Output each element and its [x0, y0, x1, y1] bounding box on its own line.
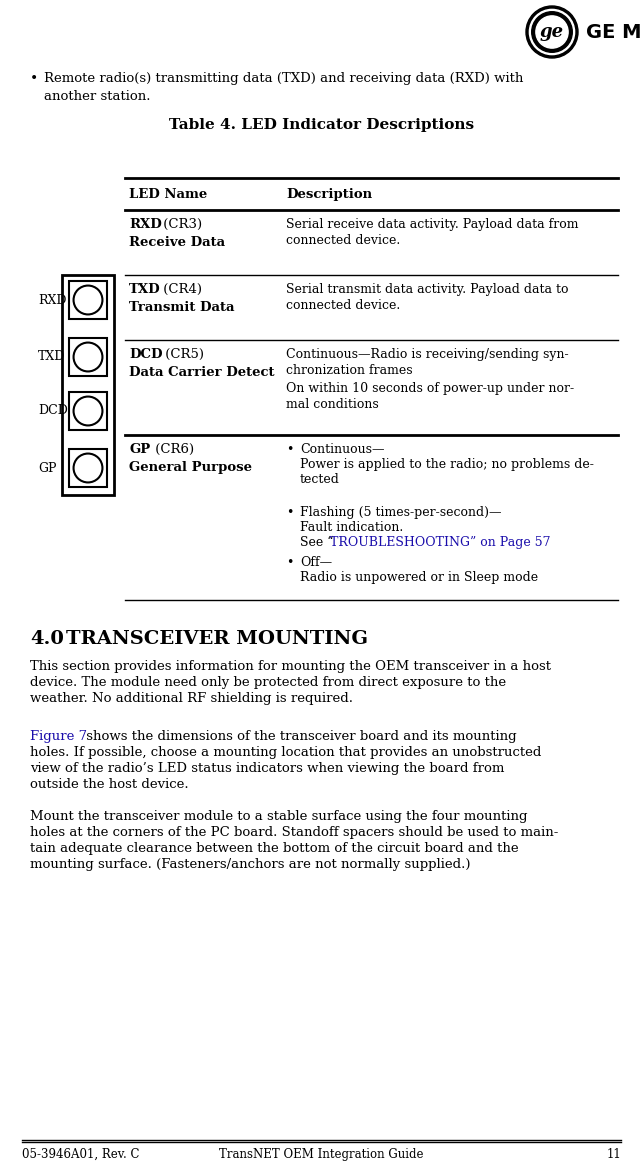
Text: TRANSCEIVER MOUNTING: TRANSCEIVER MOUNTING: [66, 630, 368, 647]
Text: LED Name: LED Name: [129, 188, 207, 201]
Text: Transmit Data: Transmit Data: [129, 301, 235, 314]
Text: Receive Data: Receive Data: [129, 236, 225, 249]
Text: This section provides information for mounting the OEM transceiver in a host: This section provides information for mo…: [30, 660, 551, 673]
Text: (CR4): (CR4): [159, 283, 202, 296]
Text: (CR3): (CR3): [159, 218, 202, 231]
Text: GP: GP: [38, 461, 57, 475]
Text: RXD: RXD: [129, 218, 162, 231]
Bar: [69, 392, 107, 430]
Circle shape: [526, 6, 578, 57]
Text: See “: See “: [300, 536, 334, 549]
Text: device. The module need only be protected from direct exposure to the: device. The module need only be protecte…: [30, 676, 506, 689]
Text: mounting surface. (Fasteners/anchors are not normally supplied.): mounting surface. (Fasteners/anchors are…: [30, 857, 471, 872]
Text: Flashing (5 times-per-second)—: Flashing (5 times-per-second)—: [300, 506, 502, 518]
Text: General Purpose: General Purpose: [129, 461, 252, 474]
Text: weather. No additional RF shielding is required.: weather. No additional RF shielding is r…: [30, 692, 353, 705]
Text: Description: Description: [286, 188, 372, 201]
Text: Serial receive data activity. Payload data from: Serial receive data activity. Payload da…: [286, 218, 579, 231]
Text: holes at the corners of the PC board. Standoff spacers should be used to main-: holes at the corners of the PC board. St…: [30, 826, 558, 839]
Text: tain adequate clearance between the bottom of the circuit board and the: tain adequate clearance between the bott…: [30, 842, 519, 855]
Text: Power is applied to the radio; no problems de-: Power is applied to the radio; no proble…: [300, 457, 594, 472]
Bar: [69, 338, 107, 377]
Text: holes. If possible, choose a mounting location that provides an unobstructed: holes. If possible, choose a mounting lo…: [30, 746, 541, 759]
Text: •: •: [30, 72, 38, 86]
Text: 4.0: 4.0: [30, 630, 64, 647]
Text: mal conditions: mal conditions: [286, 398, 379, 411]
Text: Serial transmit data activity. Payload data to: Serial transmit data activity. Payload d…: [286, 283, 568, 296]
Text: GE MDS: GE MDS: [586, 22, 643, 41]
Circle shape: [536, 16, 568, 48]
Text: TransNET OEM Integration Guide: TransNET OEM Integration Guide: [219, 1148, 424, 1161]
Text: DCD: DCD: [129, 348, 163, 361]
Circle shape: [532, 12, 572, 53]
Bar: [69, 282, 107, 319]
Text: •: •: [286, 556, 293, 569]
Text: chronization frames: chronization frames: [286, 364, 413, 377]
Text: (CR5): (CR5): [161, 348, 204, 361]
Text: shows the dimensions of the transceiver board and its mounting: shows the dimensions of the transceiver …: [82, 730, 516, 743]
Text: Remote radio(s) transmitting data (TXD) and receiving data (RXD) with: Remote radio(s) transmitting data (TXD) …: [44, 72, 523, 84]
Text: view of the radio’s LED status indicators when viewing the board from: view of the radio’s LED status indicator…: [30, 762, 504, 775]
Text: Table 4. LED Indicator Descriptions: Table 4. LED Indicator Descriptions: [169, 118, 474, 133]
Text: Mount the transceiver module to a stable surface using the four mounting: Mount the transceiver module to a stable…: [30, 811, 527, 823]
Text: Continuous—: Continuous—: [300, 443, 385, 456]
Bar: [69, 449, 107, 487]
Text: 11: 11: [606, 1148, 621, 1161]
Text: TROUBLESHOOTING” on Page 57: TROUBLESHOOTING” on Page 57: [330, 536, 550, 549]
Text: 05-3946A01, Rev. C: 05-3946A01, Rev. C: [22, 1148, 140, 1161]
Text: TXD: TXD: [38, 351, 66, 364]
Text: (CR6): (CR6): [151, 443, 194, 456]
Text: outside the host device.: outside the host device.: [30, 778, 188, 791]
Text: Data Carrier Detect: Data Carrier Detect: [129, 366, 275, 379]
Text: Continuous—Radio is receiving/sending syn-: Continuous—Radio is receiving/sending sy…: [286, 348, 568, 361]
Text: •: •: [286, 506, 293, 518]
Text: connected device.: connected device.: [286, 233, 400, 248]
Text: •: •: [286, 443, 293, 456]
Text: RXD: RXD: [38, 293, 66, 306]
Text: Radio is unpowered or in Sleep mode: Radio is unpowered or in Sleep mode: [300, 571, 538, 584]
Text: On within 10 seconds of power-up under nor-: On within 10 seconds of power-up under n…: [286, 382, 574, 395]
Text: Fault indication.: Fault indication.: [300, 521, 403, 534]
Text: another station.: another station.: [44, 90, 150, 103]
Circle shape: [529, 9, 575, 55]
Text: connected device.: connected device.: [286, 299, 400, 312]
Bar: [62, 274, 114, 495]
Text: GP: GP: [129, 443, 150, 456]
Text: TXD: TXD: [129, 283, 161, 296]
Text: Off—: Off—: [300, 556, 332, 569]
Text: Figure 7: Figure 7: [30, 730, 87, 743]
Text: tected: tected: [300, 473, 340, 486]
Text: DCD: DCD: [38, 405, 68, 418]
Text: ge: ge: [540, 23, 564, 41]
